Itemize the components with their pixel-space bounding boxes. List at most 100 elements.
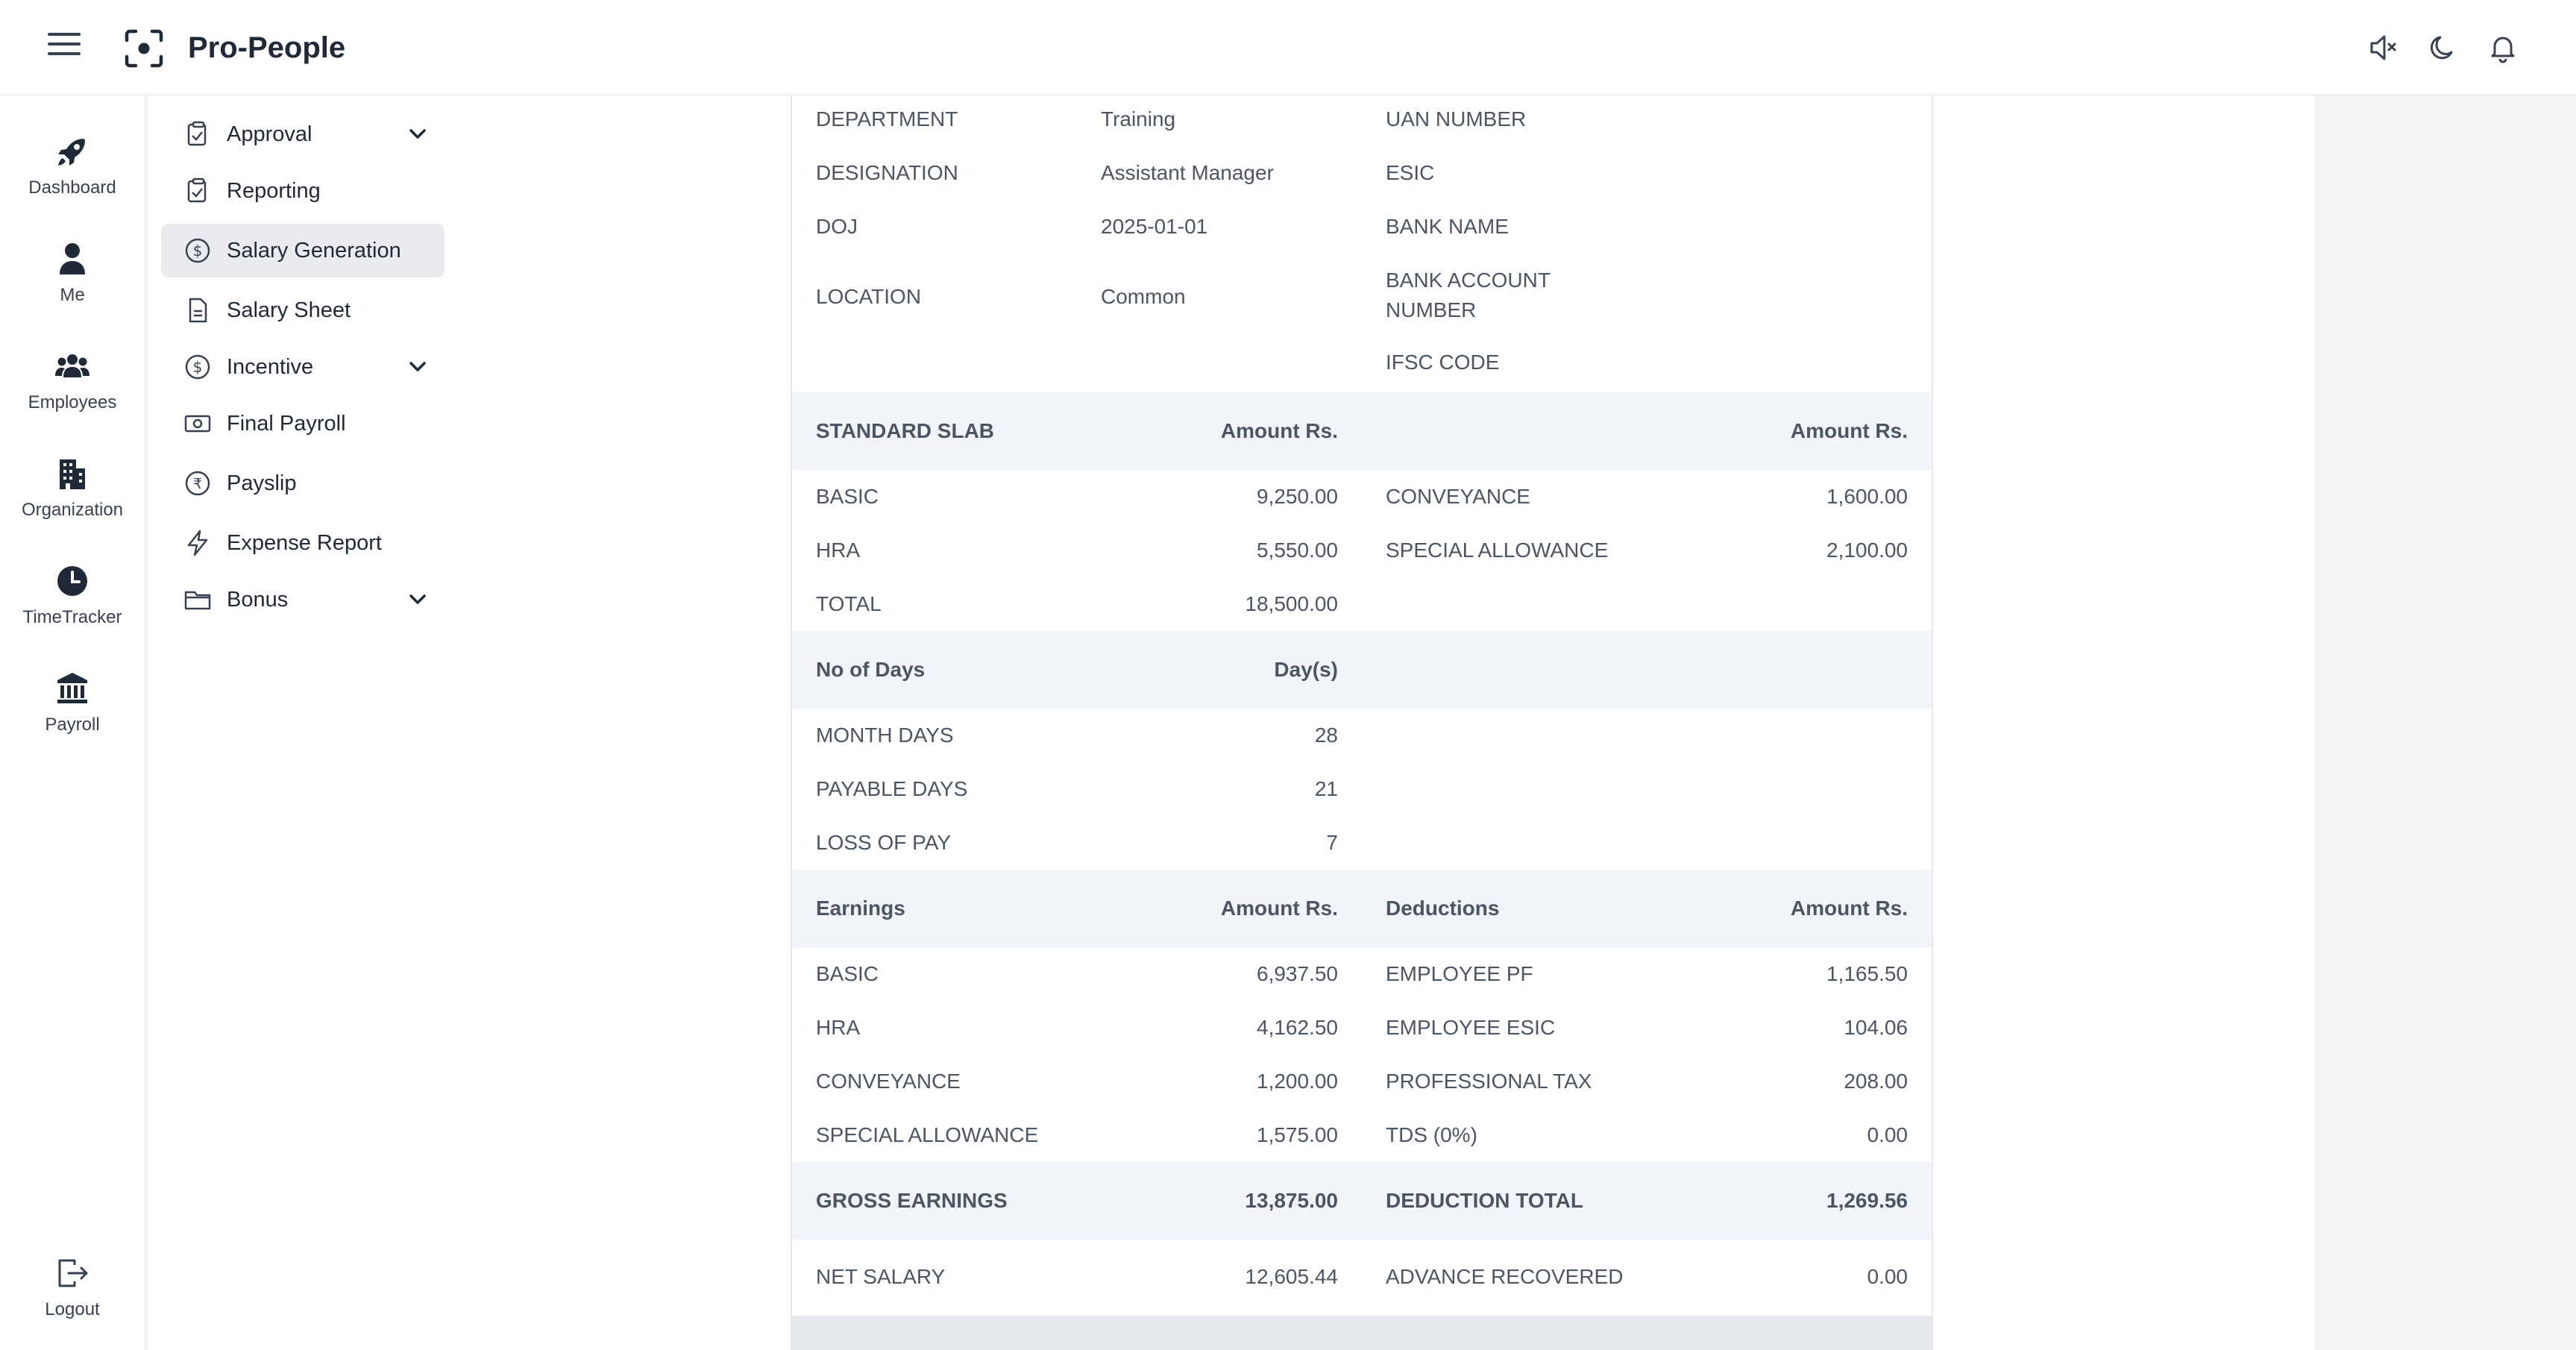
chevron-down-icon[interactable]: [407, 357, 428, 377]
standard-slab-header: STANDARD SLAB Amount Rs. Amount Rs.: [792, 392, 1932, 470]
subnav-item-label: Payslip: [227, 471, 297, 495]
loss-of-pay-label: LOSS OF PAY: [816, 831, 952, 854]
subnav-item-label: Salary Sheet: [227, 298, 351, 322]
earnings-basic-label: BASIC: [816, 962, 879, 985]
bolt-icon: [187, 530, 208, 556]
month-days-value: 28: [1314, 723, 1338, 747]
earnings-special-label: SPECIAL ALLOWANCE: [816, 1123, 1039, 1146]
payable-days-value: 21: [1314, 777, 1338, 800]
info-row-doj: DOJ 2025-01-01 BANK NAME: [792, 213, 1932, 246]
document-icon: [189, 298, 207, 323]
table-row: PAYABLE DAYS 21: [792, 776, 1932, 809]
dollar-circle-icon: $: [185, 238, 210, 263]
info-row-designation: DESIGNATION Assistant Manager ESIC: [792, 160, 1932, 192]
rail-item-organization[interactable]: Organization: [0, 455, 145, 544]
earnings-conveyance-value: 1,200.00: [1257, 1070, 1338, 1093]
designation-value: Assistant Manager: [1101, 161, 1274, 184]
subnav-item-payslip[interactable]: ₹ Payslip: [161, 456, 444, 510]
subnav-item-label: Approval: [227, 122, 312, 146]
subnav-item-incentive[interactable]: $ Incentive: [161, 340, 444, 394]
amount-heading: Amount Rs.: [1790, 419, 1908, 442]
location-label: LOCATION: [816, 285, 922, 308]
logo-icon: [125, 29, 163, 68]
net-salary-label: NET SALARY: [816, 1265, 946, 1288]
gross-earnings-value: 13,875.00: [1245, 1189, 1338, 1212]
rail-item-employees[interactable]: Employees: [0, 348, 145, 437]
amount-heading: Amount Rs.: [1790, 897, 1908, 920]
rail-item-dashboard[interactable]: Dashboard: [0, 133, 145, 222]
table-row: CONVEYANCE 1,200.00 PROFESSIONAL TAX 208…: [792, 1068, 1932, 1101]
folder-icon: [184, 591, 211, 610]
subnav-item-reporting[interactable]: Reporting: [161, 164, 444, 218]
menu-icon[interactable]: [48, 33, 81, 63]
table-row: LOSS OF PAY 7: [792, 829, 1932, 862]
logout-icon: [58, 1259, 88, 1287]
table-row: BASIC 6,937.50 EMPLOYEE PF 1,165.50: [792, 961, 1932, 993]
days-header: No of Days Day(s): [792, 631, 1932, 709]
subnav-item-label: Expense Report: [227, 530, 382, 555]
earnings-heading: Earnings: [816, 897, 905, 920]
department-value: Training: [1101, 107, 1176, 131]
standard-slab-heading: STANDARD SLAB: [816, 419, 995, 442]
standard-conveyance-value: 1,600.00: [1826, 485, 1908, 508]
standard-conveyance-label: CONVEYANCE: [1386, 485, 1530, 508]
advance-recovered-value: 0.00: [1867, 1265, 1909, 1288]
rail-item-label: TimeTracker: [22, 607, 122, 627]
subnav-item-expense-report[interactable]: Expense Report: [161, 516, 444, 570]
table-row: MONTH DAYS 28: [792, 722, 1932, 755]
users-icon: [55, 354, 89, 377]
rail-item-me[interactable]: Me: [0, 240, 145, 330]
subnav-item-salary-generation[interactable]: $ Salary Generation: [161, 224, 444, 277]
top-header: Pro-People: [0, 0, 2576, 95]
card-footer: [792, 1317, 1932, 1350]
subnav-item-label: Salary Generation: [227, 238, 401, 263]
earnings-special-value: 1,575.00: [1257, 1123, 1338, 1146]
cash-icon: [184, 415, 211, 433]
month-days-label: MONTH DAYS: [816, 723, 954, 747]
tds-label: TDS (0%): [1386, 1123, 1477, 1146]
earnings-conveyance-label: CONVEYANCE: [816, 1070, 961, 1093]
earnings-basic-value: 6,937.50: [1257, 962, 1338, 985]
info-row-department: DEPARTMENT Training UAN NUMBER: [792, 106, 1932, 139]
logout-label: Logout: [45, 1299, 100, 1319]
svg-text:$: $: [193, 358, 203, 376]
rail-item-payroll[interactable]: Payroll: [0, 670, 145, 759]
deduction-total-label: DEDUCTION TOTAL: [1386, 1189, 1583, 1212]
clipboard-check-icon: [187, 121, 207, 146]
table-row: HRA 4,162.50 EMPLOYEE ESIC 104.06: [792, 1014, 1932, 1047]
moon-icon[interactable]: [2427, 31, 2460, 64]
payable-days-label: PAYABLE DAYS: [816, 777, 968, 800]
uan-label: UAN NUMBER: [1386, 107, 1527, 131]
chevron-down-icon[interactable]: [407, 589, 428, 610]
subnav-item-final-payroll[interactable]: Final Payroll: [161, 397, 444, 450]
subnav-item-label: Final Payroll: [227, 411, 346, 436]
rail-item-label: Me: [60, 285, 85, 305]
department-label: DEPARTMENT: [816, 107, 958, 131]
ifsc-label: IFSC CODE: [1386, 351, 1500, 374]
table-row: NET SALARY 12,605.44 ADVANCE RECOVERED 0…: [792, 1263, 1932, 1296]
clipboard-check-icon: [187, 178, 207, 203]
table-row: BASIC 9,250.00 CONVEYANCE 1,600.00: [792, 483, 1932, 516]
subnav-item-label: Reporting: [227, 178, 321, 203]
professional-tax-value: 208.00: [1844, 1070, 1908, 1093]
gross-earnings-label: GROSS EARNINGS: [816, 1189, 1008, 1212]
standard-total-label: TOTAL: [816, 592, 882, 615]
employee-pf-label: EMPLOYEE PF: [1386, 962, 1533, 985]
loss-of-pay-value: 7: [1326, 831, 1338, 854]
deductions-heading: Deductions: [1386, 897, 1500, 920]
user-icon: [60, 243, 85, 274]
info-row-ifsc: IFSC CODE: [792, 349, 1932, 382]
svg-text:$: $: [193, 242, 203, 260]
bell-icon[interactable]: [2487, 31, 2519, 64]
logout-button[interactable]: Logout: [0, 1255, 145, 1344]
days-unit-heading: Day(s): [1274, 658, 1338, 681]
subnav-item-approval[interactable]: Approval: [161, 107, 444, 161]
brand-title: Pro-People: [188, 31, 346, 64]
rail-item-timetracker[interactable]: TimeTracker: [0, 562, 145, 652]
subnav-item-salary-sheet[interactable]: Salary Sheet: [161, 283, 444, 337]
esic-label: ESIC: [1386, 161, 1435, 184]
rupee-circle-icon: ₹: [185, 471, 210, 496]
subnav-item-bonus[interactable]: Bonus: [161, 573, 444, 627]
mute-icon[interactable]: [2367, 31, 2400, 64]
chevron-down-icon[interactable]: [407, 124, 428, 145]
